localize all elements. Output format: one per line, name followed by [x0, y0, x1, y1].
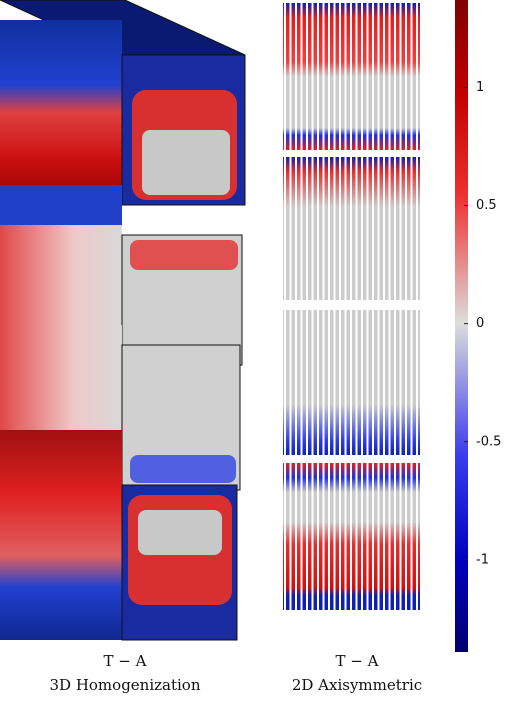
panel-label: 2D Axisymmetric [292, 676, 422, 694]
method-label: T − A [104, 652, 147, 670]
tick-label: 0 [476, 316, 484, 331]
tick-label: -1 [476, 552, 489, 567]
panel-label: 3D Homogenization [49, 676, 200, 694]
method-label: T − A [336, 652, 379, 670]
tick-label: 1 [476, 80, 484, 95]
figure: 1 0.5 0 -0.5 -1 T − A 3D Homogenization T − … [0, 0, 518, 701]
page: {"colorbar": {"range": [-1.39, 1.37], "t… [0, 0, 518, 701]
homogenization-model [0, 0, 245, 640]
tick-label: -0.5 [476, 434, 501, 449]
colorbar [455, 0, 468, 652]
axisymmetric-model [283, 0, 420, 612]
tick-label: 0.5 [476, 198, 497, 213]
colorbar-ticks: 1 0.5 0 -0.5 -1 [464, 80, 501, 567]
